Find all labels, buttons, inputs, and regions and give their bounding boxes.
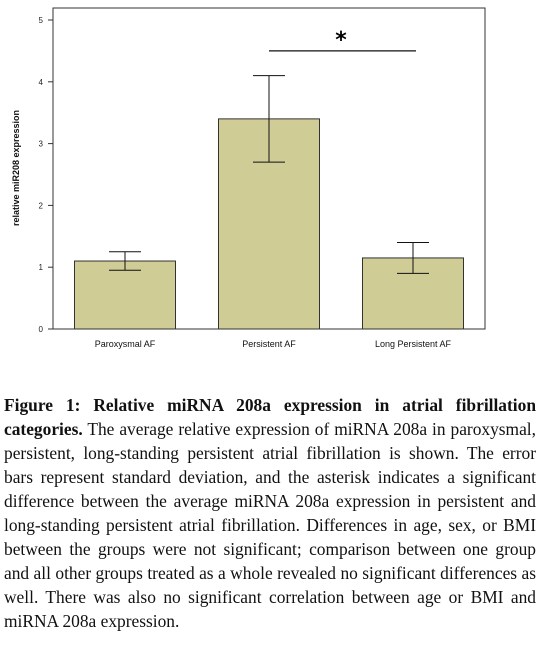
bar — [74, 260, 176, 330]
caption-text: The average relative expression of miRNA… — [4, 419, 536, 631]
y-tick-label: 4 — [39, 78, 44, 87]
x-category-label: Paroxysmal AF — [95, 339, 156, 349]
y-tick-label: 3 — [39, 140, 44, 149]
y-tick-label: 5 — [39, 16, 44, 25]
y-axis-title: relative miR208 expression — [11, 110, 21, 226]
y-axis-ticks: 0 1 2 3 4 5 — [39, 16, 53, 334]
error-bars — [109, 75, 429, 274]
figure-caption: Figure 1: Relative miRNA 208a expression… — [4, 393, 536, 633]
x-category-label: Persistent AF — [242, 339, 296, 349]
significance-marker: * — [269, 28, 416, 53]
significance-asterisk: * — [335, 28, 347, 53]
y-tick-label: 1 — [39, 263, 44, 272]
y-tick-label: 0 — [39, 325, 44, 334]
x-axis-labels: Paroxysmal AF Persistent AF Long Persisten… — [95, 339, 452, 349]
x-category-label: Long Persistent AF — [375, 339, 452, 349]
caption-title: Figure 1: Relative miRNA 208a expression… — [4, 395, 536, 439]
y-tick-label: 2 — [39, 201, 44, 210]
bar-chart: 0 1 2 3 4 5 Paroxysmal AF Persistent AF Long Pe… — [11, 7, 486, 349]
bar — [362, 257, 464, 330]
